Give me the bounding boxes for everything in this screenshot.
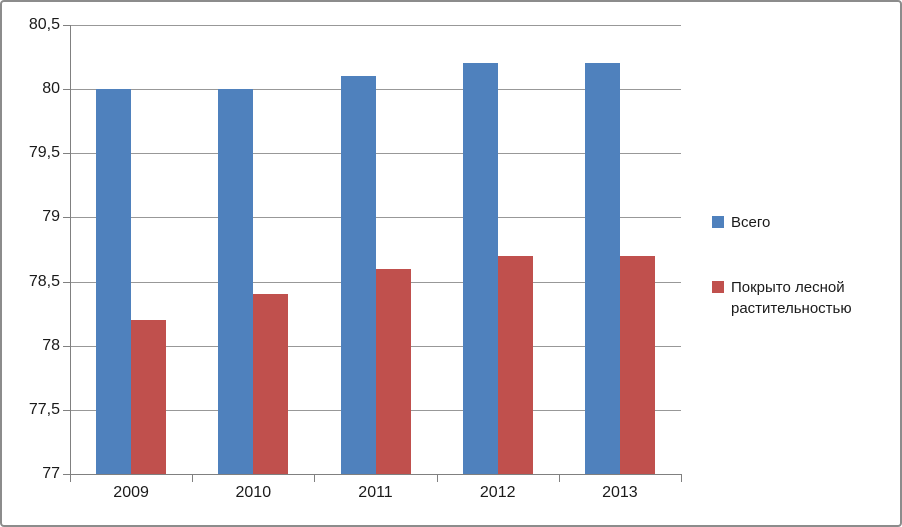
y-axis-tick-mark xyxy=(63,153,70,155)
y-axis-tick-mark xyxy=(63,217,70,219)
y-axis-tick-mark xyxy=(63,89,70,91)
legend-label-total: Всего xyxy=(731,214,771,231)
x-axis-tick-mark xyxy=(70,474,71,482)
x-axis-tick-mark xyxy=(314,474,316,482)
legend-item-forested: Покрыто лесной растительностью xyxy=(712,277,897,319)
legend-swatch-red-icon xyxy=(712,281,724,293)
y-axis-tick-label: 78 xyxy=(42,336,60,354)
bar-2011-series-1 xyxy=(375,268,411,474)
x-axis-category-label: 2013 xyxy=(602,484,638,501)
y-axis-tick-mark xyxy=(63,409,70,411)
y-axis-tick-mark xyxy=(63,345,70,347)
y-axis-tick-mark xyxy=(63,474,70,475)
x-axis-tick-mark xyxy=(558,474,560,482)
bar-2013-series-0 xyxy=(584,63,620,474)
x-axis-tick-mark xyxy=(681,474,682,482)
y-axis-line xyxy=(70,25,71,482)
bar-2009-series-1 xyxy=(131,320,167,474)
x-axis-tick-mark xyxy=(436,474,438,482)
legend-swatch-blue-icon xyxy=(712,216,724,228)
y-axis-tick-label: 79 xyxy=(42,208,60,226)
legend-label-forested: Покрыто лесной растительностью xyxy=(731,279,852,317)
y-axis-tick-label: 78,5 xyxy=(28,272,60,290)
x-axis-category-label: 2009 xyxy=(113,484,149,501)
bar-2012-series-0 xyxy=(462,63,498,474)
bar-2012-series-1 xyxy=(497,255,533,474)
y-axis-tick-label: 77 xyxy=(42,465,60,482)
bar-2013-series-1 xyxy=(619,255,655,474)
x-axis-tick-mark xyxy=(192,474,194,482)
bar-2010-series-1 xyxy=(253,294,289,474)
x-axis-category-label: 2011 xyxy=(358,484,393,501)
y-axis-tick-mark xyxy=(63,25,70,26)
bar-2011-series-0 xyxy=(340,76,376,474)
bar-2010-series-0 xyxy=(218,89,254,474)
x-axis-category-label: 2012 xyxy=(479,484,516,501)
y-axis-tick-mark xyxy=(63,281,70,283)
x-axis-line xyxy=(70,474,681,475)
chart-legend: Всего Покрыто лесной растительностью xyxy=(712,212,897,319)
x-axis-category-label: 2010 xyxy=(235,484,272,501)
y-axis-tick-label: 80 xyxy=(42,80,60,98)
y-axis-tick-label: 79,5 xyxy=(28,144,60,162)
y-axis-tick-label: 80,5 xyxy=(28,16,60,33)
legend-item-total: Всего xyxy=(712,212,897,233)
bar-2009-series-0 xyxy=(96,89,132,474)
gridline xyxy=(70,25,681,26)
y-axis-tick-label: 77,5 xyxy=(28,400,60,418)
